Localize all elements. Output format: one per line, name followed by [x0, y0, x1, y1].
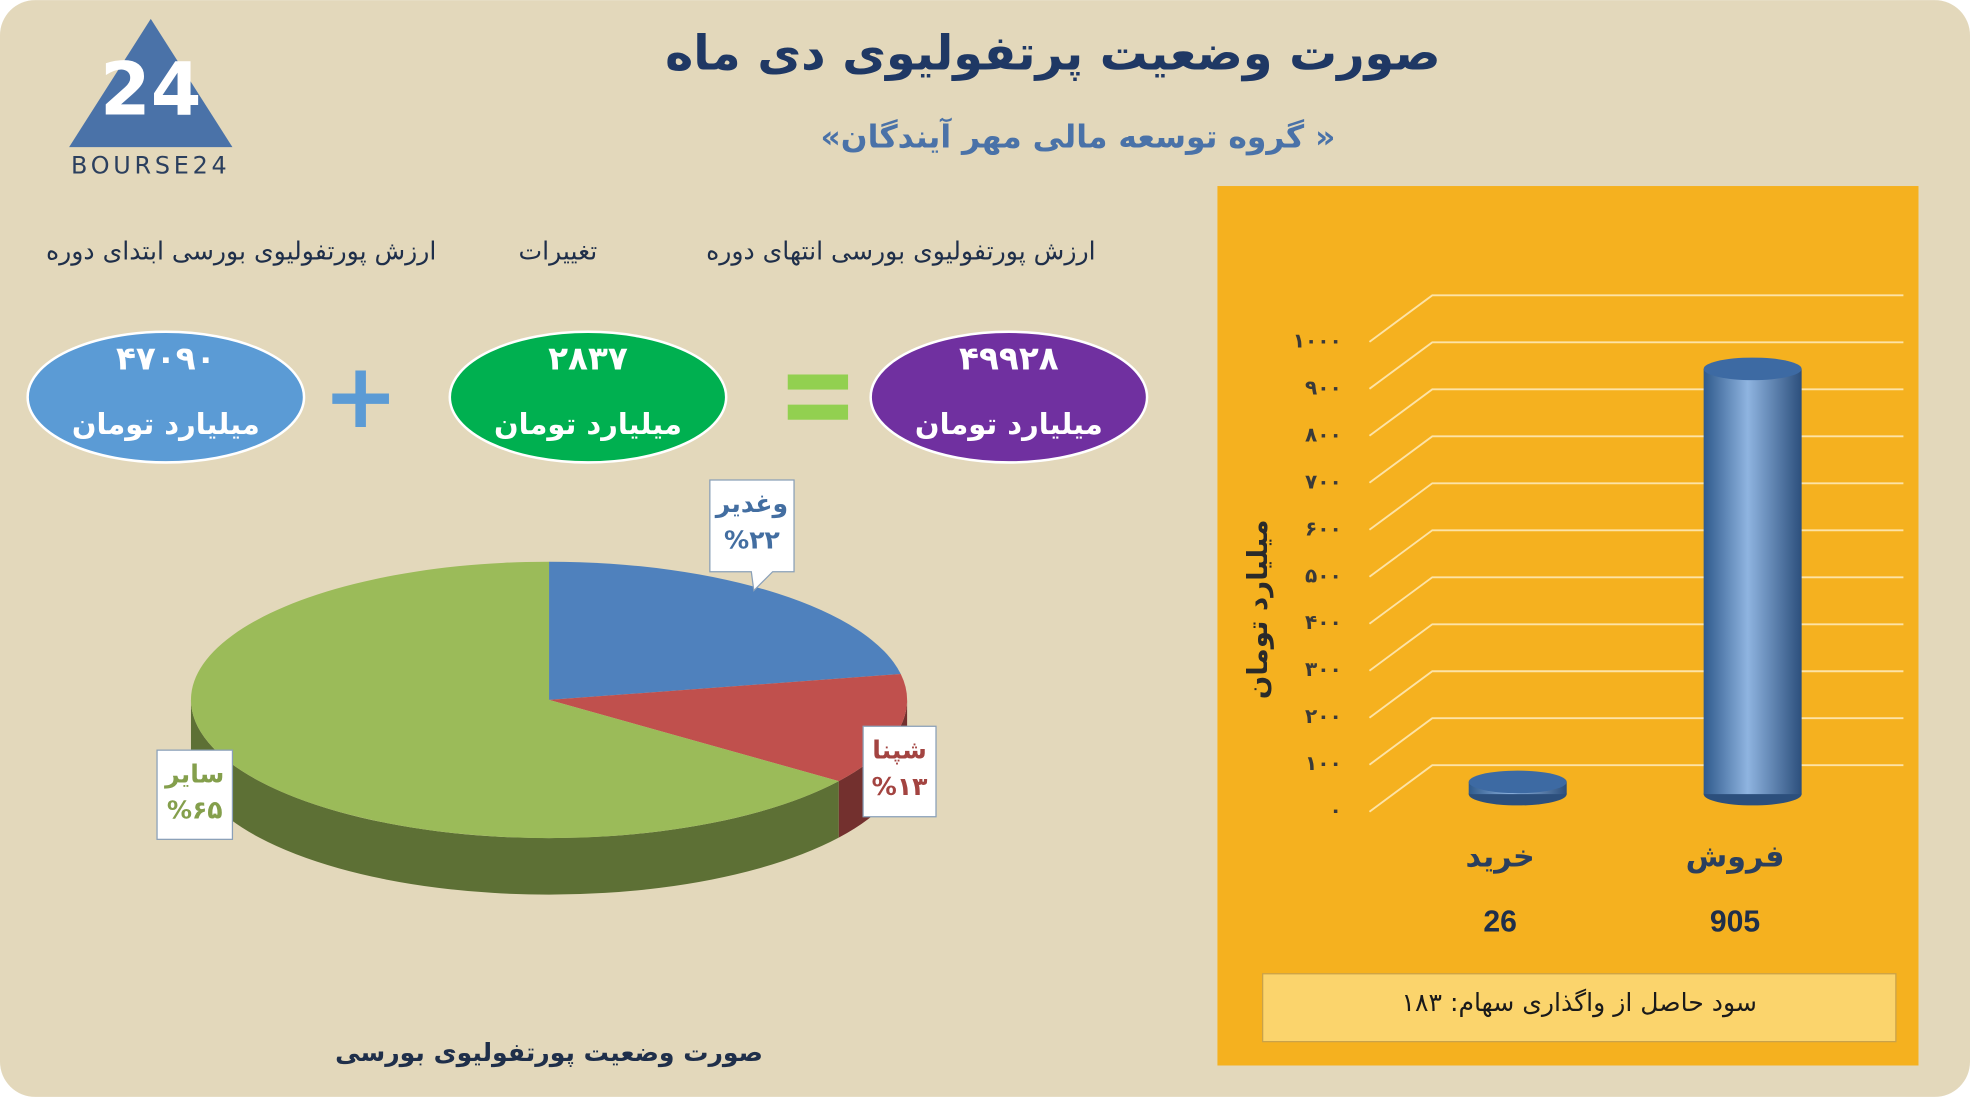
logo-text: BOURSE24 [71, 152, 231, 180]
equation-value: ۴۷۰۹۰ [116, 340, 216, 378]
bar-value-label: 26 [1483, 905, 1517, 938]
pie-value-label: %۲۲ [724, 526, 780, 555]
callout-box [156, 749, 234, 840]
equation-bubble [26, 330, 306, 464]
annotation-box [1262, 973, 1897, 1043]
subtitle: «گروه توسعه مالی مهر آیندگان » [821, 116, 1336, 155]
equation-unit: میلیارد تومان [494, 407, 682, 441]
annotation: سود حاصل از واگذاری سهام: ۱۸۳ [1402, 988, 1757, 1018]
y-axis-title: میلیارد تومان [1241, 520, 1274, 700]
equation-label: تغییرات [518, 237, 597, 267]
equation-bubble [869, 330, 1149, 464]
x-tick-label: خرید [1466, 840, 1535, 875]
y-tick-label: ۵۰۰ [1305, 563, 1342, 587]
y-tick-label: ۴۰۰ [1305, 610, 1342, 634]
plus-sign: + [323, 344, 399, 449]
pie-slice [190, 561, 839, 839]
equation-value: ۲۸۳۷ [548, 340, 628, 378]
logo-mark: 24 [100, 47, 201, 132]
callout-box [709, 479, 795, 592]
pie-category-label: سایر [163, 759, 224, 789]
bar-value-label: 905 [1710, 905, 1760, 938]
grid-line [1368, 341, 1904, 390]
logo: 24 BOURSE24 [69, 18, 233, 180]
grid-line [1368, 294, 1904, 343]
pie-side [190, 699, 839, 895]
y-tick-label: ۹۰۰ [1305, 375, 1342, 399]
equals-sign [787, 374, 849, 420]
pie-value-label: %۱۳ [872, 772, 928, 801]
equation-label: ارزش پورتفولیوی بورسی ابتدای دوره [46, 237, 436, 267]
bar [1703, 368, 1802, 795]
y-tick-label: ۲۰۰ [1305, 704, 1342, 728]
equation-unit: میلیارد تومان [72, 407, 260, 441]
equation-unit: میلیارد تومان [915, 407, 1103, 441]
y-tick-label: ۸۰۰ [1305, 422, 1342, 446]
pie-title: صورت وضعیت پورتفولیوی بورسی [335, 1038, 763, 1068]
equation-value: ۴۹۹۲۸ [959, 340, 1059, 378]
equation-label: ارزش پورتفولیوی بورسی انتهای دوره [706, 237, 1095, 267]
y-tick-label: ۱۰۰ [1305, 751, 1342, 775]
equals-bar [787, 404, 849, 420]
bar-cap [1703, 357, 1802, 381]
y-tick-label: ۳۰۰ [1305, 657, 1342, 681]
pie-category-label: شپنا [872, 735, 927, 764]
pie-slice [549, 561, 901, 700]
callout-box [862, 725, 937, 818]
pie-category-label: وغدیر [714, 489, 788, 519]
y-tick-label: ۶۰۰ [1305, 516, 1342, 540]
x-tick-label: فروش [1686, 840, 1785, 875]
pie-value-label: %۶۵ [167, 796, 223, 825]
logo-triangle [69, 18, 233, 148]
equation-bubble [448, 330, 728, 464]
y-tick-label: ۷۰۰ [1305, 469, 1342, 493]
y-tick-label: ۰ [1330, 798, 1342, 822]
equals-bar [787, 374, 849, 390]
pie-slice [549, 673, 908, 782]
y-tick-label: ۱۰۰۰ [1293, 328, 1342, 352]
bar-cap [1468, 770, 1567, 794]
title: صورت وضعیت پرتفولیوی دی ماه [665, 27, 1441, 82]
